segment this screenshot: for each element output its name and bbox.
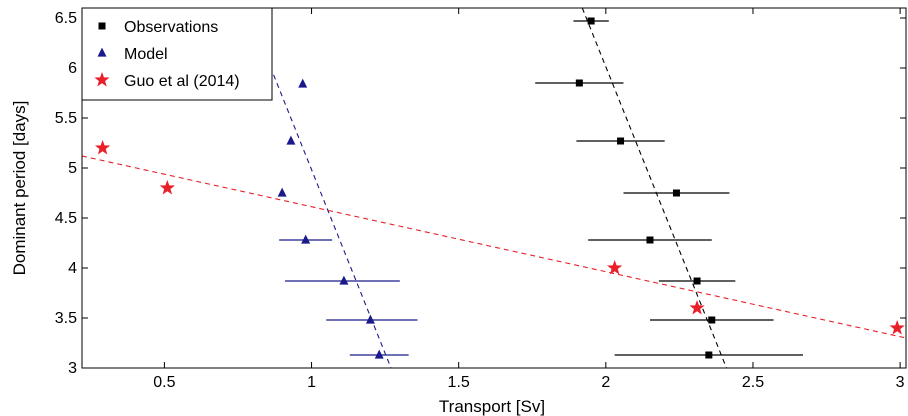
y-tick-label: 3.5 xyxy=(55,310,77,327)
plot-frame xyxy=(81,7,907,369)
fit-line-2 xyxy=(82,155,906,339)
data-point-star xyxy=(889,320,905,335)
data-point-triangle xyxy=(339,275,349,285)
data-point-triangle xyxy=(298,78,308,88)
legend-marker-triangle xyxy=(97,47,107,57)
legend: Observations Model Guo et al (2014) xyxy=(81,7,273,101)
data-point-star xyxy=(159,180,175,195)
legend-label: Observations xyxy=(124,19,218,36)
data-point-triangle xyxy=(374,349,384,359)
y-tick-label: 6 xyxy=(68,60,77,77)
data-point-square xyxy=(646,236,654,244)
x-tick-label: 1 xyxy=(307,374,316,391)
data-point-triangle xyxy=(277,187,287,197)
data-point-triangle xyxy=(365,314,375,324)
data-point-square xyxy=(587,17,595,25)
data-point-square xyxy=(575,79,583,87)
chart-marks xyxy=(82,8,906,368)
legend-label: Model xyxy=(124,46,168,63)
data-point-star xyxy=(94,140,111,155)
x-tick-label: 1.5 xyxy=(448,374,470,391)
data-point-square xyxy=(617,137,625,145)
legend-label: Guo et al (2014) xyxy=(124,73,240,90)
y-tick-label: 5 xyxy=(68,160,77,177)
x-tick-label: 2 xyxy=(601,374,610,391)
x-tick-label: 0.5 xyxy=(153,374,175,391)
y-tick-label: 5.5 xyxy=(55,110,77,127)
legend-box xyxy=(81,7,273,101)
legend-marker-star xyxy=(94,72,110,87)
axes: 0.5 1 1.5 2 2.5 3 3 3.5 4 4.5 5 5.5 6 6.5 xyxy=(55,7,907,391)
y-tick-label: 3 xyxy=(68,360,77,377)
data-point-star xyxy=(689,300,705,315)
data-point-square xyxy=(705,351,713,359)
data-point-triangle xyxy=(286,135,296,145)
legend-marker-square xyxy=(98,22,106,30)
x-tick-label: 3 xyxy=(896,374,905,391)
fit-line-0 xyxy=(581,8,727,368)
data-point-square xyxy=(708,316,716,324)
x-tick-label: 2.5 xyxy=(742,374,764,391)
y-axis-label: Dominant period [days] xyxy=(10,101,29,276)
y-tick-label: 4.5 xyxy=(55,210,77,227)
y-tick-label: 6.5 xyxy=(55,10,77,27)
x-axis-label: Transport [Sv] xyxy=(439,397,545,416)
y-tick-label: 4 xyxy=(68,260,77,277)
data-point-triangle xyxy=(301,234,311,244)
data-point-square xyxy=(672,189,680,197)
data-point-square xyxy=(693,277,701,285)
data-point-star xyxy=(607,260,623,275)
